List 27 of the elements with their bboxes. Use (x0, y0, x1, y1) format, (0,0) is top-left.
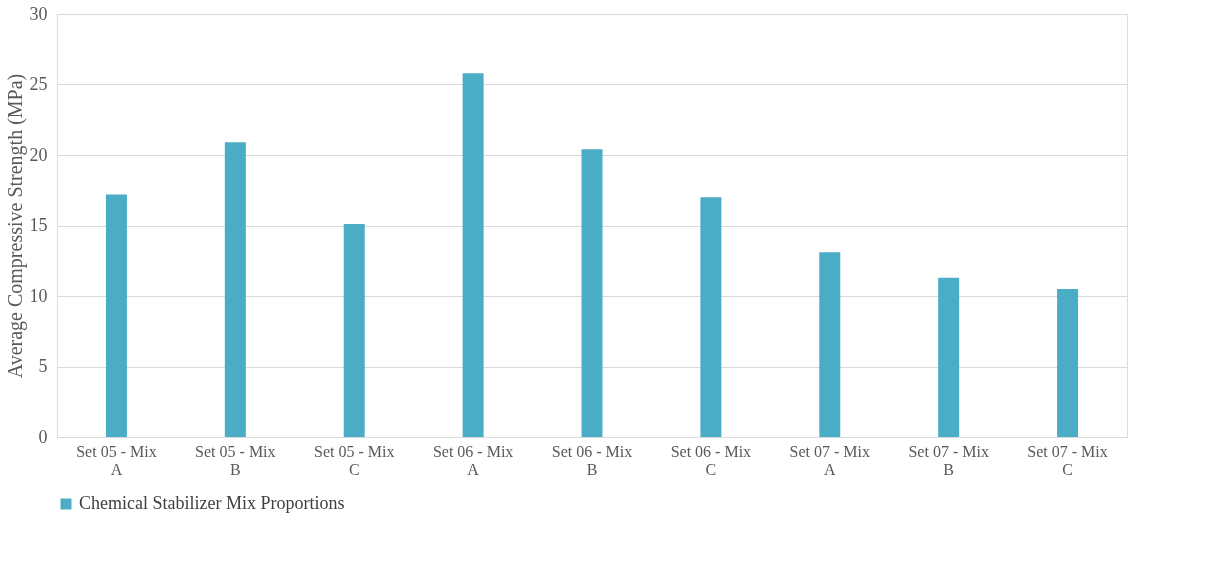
x-tick-label: Set 07 - Mix A (789, 442, 870, 478)
x-tick-label: Set 06 - Mix A (432, 442, 514, 478)
bar (581, 149, 603, 437)
x-tick-label: Set 05 - Mix A (76, 442, 157, 478)
y-axis-title: Average Compressive Strength (MPa) (3, 73, 27, 379)
y-tick-label: 0 (38, 426, 48, 447)
x-tick-label: Set 05 - Mix B (195, 442, 276, 478)
bar (700, 197, 722, 437)
bar (819, 252, 841, 437)
bar (462, 73, 484, 437)
y-tick-label: 20 (29, 144, 48, 165)
y-tick-label: 10 (29, 285, 48, 306)
y-tick-label: 25 (29, 74, 48, 94)
x-tick-label: Set 06 - Mix C (670, 442, 752, 478)
y-tick-label: 5 (38, 356, 48, 376)
x-tick-label: Set 07 - Mix C (1027, 442, 1108, 478)
bar (343, 224, 365, 437)
x-tick-label: Set 06 - Mix B (551, 442, 633, 478)
x-tick-label: Set 07 - Mix B (908, 442, 989, 478)
y-tick-label: 30 (29, 3, 48, 24)
bar (1057, 288, 1079, 437)
x-tick-label: Set 05 - Mix C (314, 442, 395, 478)
y-tick-label: 15 (29, 215, 48, 235)
legend-label: Chemical Stabilizer Mix Proportions (79, 493, 345, 513)
bar (224, 142, 246, 437)
bar (105, 194, 127, 437)
bar (938, 277, 960, 437)
